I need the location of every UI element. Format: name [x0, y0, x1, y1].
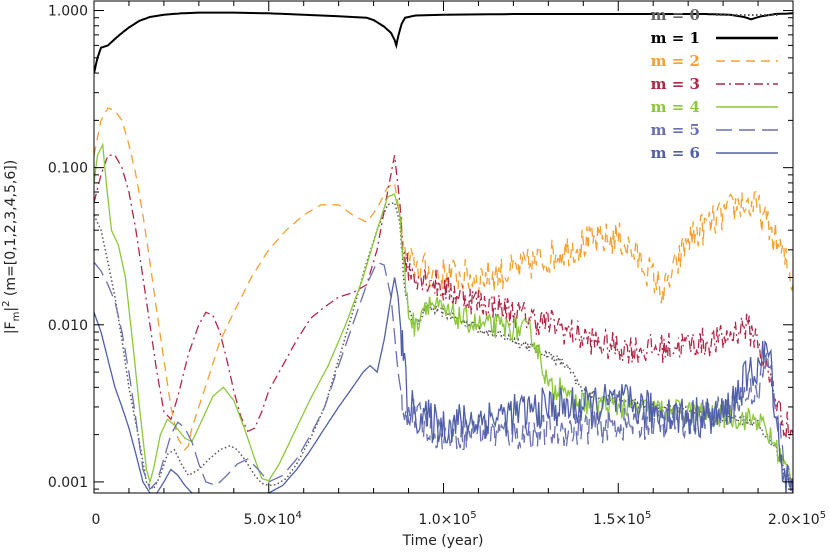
x-tick-label: 1.5×105 [593, 510, 651, 528]
y-label-part-1: |F [3, 321, 19, 334]
y-tick-label: 0.001 [48, 475, 88, 491]
y-tick-label: 0.100 [48, 161, 88, 177]
legend-label-m4: m = 4 [651, 98, 700, 116]
series-line-m1 [94, 11, 793, 74]
x-tick-label: 1.0×105 [418, 510, 476, 528]
legend-label-m6: m = 6 [651, 144, 700, 162]
x-tick-label: 0 [92, 512, 101, 528]
y-label-part-2: m [11, 312, 22, 322]
series-layer [94, 11, 793, 493]
x-axis-label: Time (year) [402, 533, 484, 549]
legend-label-m0: m = 0 [651, 6, 700, 24]
y-tick-label: 1.000 [48, 4, 88, 20]
y-label-part-3: | [3, 307, 19, 312]
y-label-part-5: (m=[0,1,2,3,4,5,6]) [3, 160, 19, 301]
legend-label-m2: m = 2 [651, 52, 700, 70]
x-tick-label: 2.0×105 [768, 510, 826, 528]
y-label-part-4: 2 [1, 301, 12, 307]
series-line-m3 [94, 154, 793, 440]
legend-label-m5: m = 5 [651, 121, 700, 139]
legend: m = 0 m = 1 m = 2 m = 3 m = 4 m = 5 m = 6 [651, 6, 778, 162]
legend-label-m1: m = 1 [651, 29, 700, 47]
ticks-layer: 0 5.0×104 1.0×105 1.5×105 2.0×105 0.001 0.010 0… [48, 1, 826, 528]
series-line-m6 [94, 277, 793, 493]
x-tick-label: 5.0×104 [244, 510, 302, 528]
series-line-m2 [94, 107, 793, 451]
y-axis-label: |Fm|2 (m=[0,1,2,3,4,5,6]) [1, 160, 22, 334]
y-tick-label: 0.010 [48, 318, 88, 334]
legend-label-m3: m = 3 [651, 75, 700, 93]
